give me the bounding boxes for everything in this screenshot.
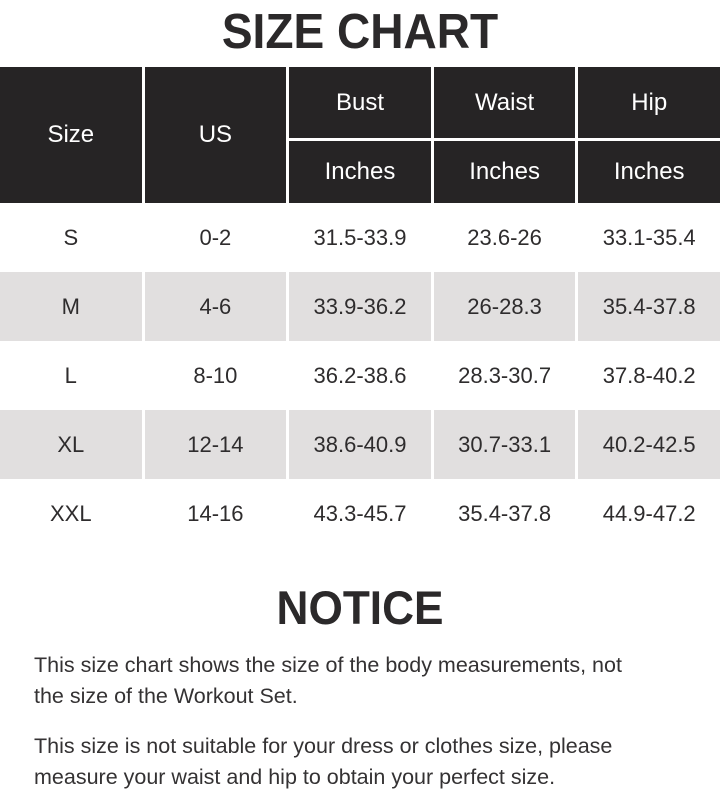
size-chart-table: Size US Bust Waist Hip Inches Inches Inc… bbox=[0, 67, 720, 548]
notice-paragraph: This size is not suitable for your dress… bbox=[34, 731, 686, 793]
cell-us: 0-2 bbox=[199, 224, 232, 250]
cell-waist: 30.7-33.1 bbox=[433, 410, 576, 479]
cell-size: XXL bbox=[50, 500, 92, 526]
table-row-s: S 0-2 31.5-33.9 23.6-26 33.1-35.4 bbox=[0, 203, 720, 272]
page-title: SIZE CHART bbox=[221, 5, 499, 59]
cell-hip: 33.1-35.4 bbox=[602, 224, 696, 250]
cell-waist: 23.6-26 bbox=[467, 224, 542, 250]
notice-paragraph: This size chart shows the size of the bo… bbox=[34, 650, 686, 712]
cell-waist: 28.3-30.7 bbox=[458, 362, 552, 388]
cell-hip: 35.4-37.8 bbox=[578, 272, 720, 341]
cell-bust: 33.9-36.2 bbox=[289, 272, 431, 341]
table-row-xl: XL 12-14 38.6-40.9 30.7-33.1 40.2-42.5 bbox=[0, 410, 720, 479]
header-cell-us: US bbox=[144, 67, 287, 203]
cell-bust: 38.6-40.9 bbox=[289, 410, 431, 479]
notice-paragraph-line: measure your waist and hip to obtain you… bbox=[34, 765, 556, 789]
cell-waist: 26-28.3 bbox=[433, 272, 576, 341]
cell-bust: 43.3-45.7 bbox=[313, 500, 407, 526]
header-cell-hip-unit: Inches bbox=[578, 141, 720, 203]
cell-bust: 36.2-38.6 bbox=[313, 362, 407, 388]
notice-paragraph-line: This size chart shows the size of the bo… bbox=[34, 653, 622, 677]
cell-size: S bbox=[63, 224, 79, 250]
cell-us: 8-10 bbox=[193, 362, 238, 388]
header-cell-hip: Hip bbox=[578, 67, 720, 138]
notice-title: NOTICE bbox=[276, 581, 444, 634]
table-header: Size US Bust Waist Hip Inches Inches Inc… bbox=[0, 67, 720, 203]
table-row-m: M 4-6 33.9-36.2 26-28.3 35.4-37.8 bbox=[0, 272, 720, 341]
cell-bust: 31.5-33.9 bbox=[313, 224, 407, 250]
header-cell-waist: Waist bbox=[433, 67, 576, 138]
table-body: S 0-2 31.5-33.9 23.6-26 33.1-35.4 M 4-6 … bbox=[0, 203, 720, 548]
cell-size: M bbox=[0, 272, 142, 341]
cell-us: 4-6 bbox=[144, 272, 287, 341]
header-cell-size: Size bbox=[0, 67, 142, 203]
cell-hip: 44.9-47.2 bbox=[602, 500, 696, 526]
table-row-l: L 8-10 36.2-38.6 28.3-30.7 37.8-40.2 bbox=[0, 341, 720, 410]
cell-waist: 35.4-37.8 bbox=[458, 500, 552, 526]
cell-size: L bbox=[64, 362, 77, 388]
cell-us: 12-14 bbox=[144, 410, 287, 479]
cell-hip: 37.8-40.2 bbox=[602, 362, 696, 388]
header-cell-waist-unit: Inches bbox=[433, 141, 576, 203]
cell-hip: 40.2-42.5 bbox=[578, 410, 720, 479]
header-cell-bust-unit: Inches bbox=[289, 141, 431, 203]
header-cell-bust: Bust bbox=[289, 67, 431, 138]
cell-us: 14-16 bbox=[187, 500, 244, 526]
cell-size: XL bbox=[0, 410, 142, 479]
notice-paragraph-line: the size of the Workout Set. bbox=[34, 684, 298, 708]
table-row-xxl: XXL 14-16 43.3-45.7 35.4-37.8 44.9-47.2 bbox=[0, 479, 720, 548]
notice-paragraph-line: This size is not suitable for your dress… bbox=[34, 734, 613, 758]
